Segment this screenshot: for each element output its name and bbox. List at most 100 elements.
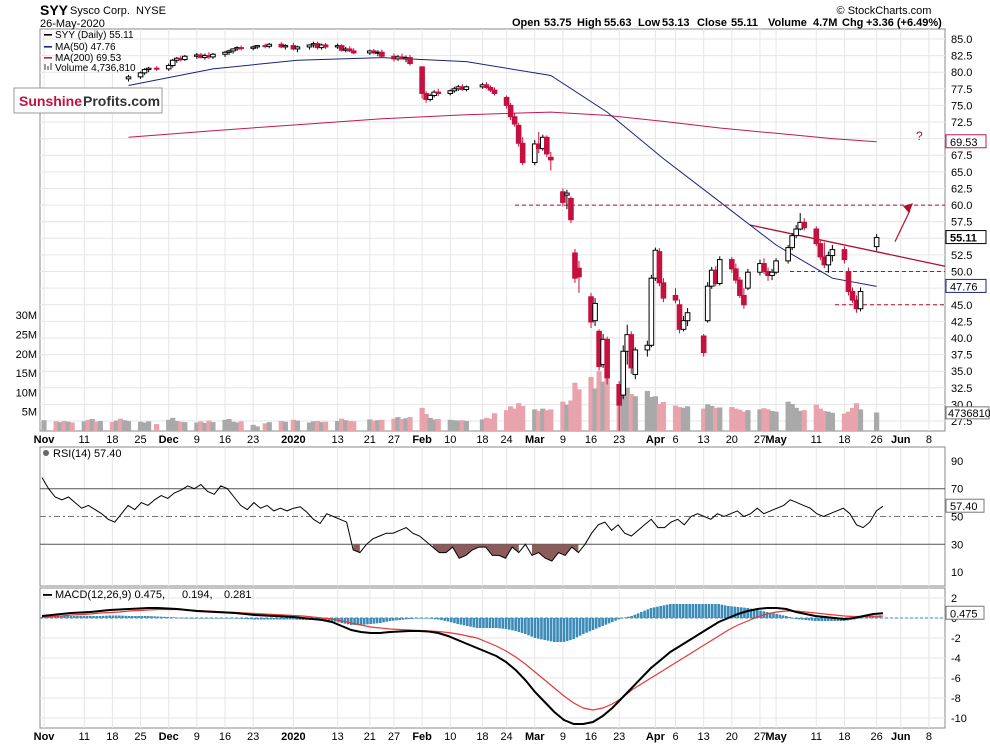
macd-hist-bar [485,618,488,628]
macd-hist-bar [569,618,572,640]
macd-hist-bar [63,616,66,618]
macd-hist-bar [404,618,408,620]
candle-body [560,191,566,203]
macd-hist-bar [556,618,559,642]
x-tick-label: 13 [332,434,344,446]
volume-bar [61,420,67,431]
x-tick-label: Jun [891,731,911,743]
candle-body [515,124,522,144]
x-tick-label: 18 [476,731,488,743]
macd-hist-bar [572,618,575,639]
candle-body [845,271,852,292]
macd-hist-bar [449,618,453,623]
volume-bar [717,407,723,431]
macd-hist-bar [92,616,95,618]
x-tick-label: 13 [698,434,710,446]
macd-hist-bar [491,618,495,628]
volume-bar [463,420,469,431]
volume-bar [604,373,610,431]
volume-bar [202,422,208,431]
macd-hist-bar [575,618,579,638]
volume-bar [624,387,630,431]
candle-body [254,45,260,48]
x-tick-label: 9 [194,434,200,446]
volume-bar [508,406,514,431]
macd-hist-bar [817,618,820,621]
volume-bar [57,422,63,431]
volume-bar [125,420,132,431]
volume-bar [825,411,831,431]
candle-body [700,335,707,354]
macd-hist-bar [66,616,70,618]
legend-ma50: MA(50) 47.76 [55,42,116,53]
macd-hist-bar [530,618,534,637]
volume-bar [568,400,574,431]
candle-body [226,50,232,53]
volume-bar [322,421,329,431]
volume-bar [238,421,244,431]
candle-body [338,45,345,51]
macd-tick-label: -2 [951,633,961,645]
x-tick-label: 18 [838,731,850,743]
volume-value: 4.7M [813,17,837,29]
macd-hist-bar [611,618,614,622]
volume-bar [314,420,321,431]
volume-bar [423,414,429,431]
candle-body [266,43,273,47]
x-tick-label: 25 [134,434,146,446]
macd-hist-bar [772,613,775,618]
volume-bar [660,402,667,431]
volume-bar [290,419,296,431]
macd-hist-bar [256,618,260,620]
macd-hist-bar [217,618,221,619]
x-tick-label: 20 [726,434,738,446]
macd-hist-bar [875,615,878,618]
macd-label: MACD(12,26,9) 0.475, [55,589,165,601]
macd-hist-bar [395,618,398,621]
x-tick-label: May [765,731,787,743]
macd-hist-bar [704,604,708,618]
volume-bar [849,407,856,431]
candle-body [519,142,526,164]
price-tag-close [945,230,987,245]
volume-bar [81,421,87,431]
macd-hist-bar [781,615,785,618]
candle-body [841,249,848,261]
macd-hist-bar [279,618,282,620]
macd-hist-bar [362,618,366,625]
macd-hist-bar [108,615,111,618]
macd-hist-bar [665,604,669,618]
macd-hist-bar [688,604,691,618]
macd-hist-bar [746,608,749,618]
x-tick-label: 23 [613,434,625,446]
price-tick-label: 45.0 [951,300,972,312]
candle-body [672,294,679,301]
macd-hist-bar [546,618,550,641]
candle-body [604,338,610,379]
macd-hist-bar [578,618,582,636]
candle-body [169,59,176,67]
volume-bar [399,419,405,431]
macd-hist-bar [482,618,485,628]
macd-hist-bar [710,604,714,618]
price-tick-label: 77.5 [951,84,972,96]
x-tick-label: 26 [870,434,882,446]
macd-tick-label: 2 [951,593,957,605]
volume-bar [857,409,864,431]
volume-bar [455,420,461,431]
macd-hist-bar [559,618,563,642]
volume-bar [210,422,216,431]
macd-hist-bar [830,618,833,621]
macd-hist-bar [723,605,727,618]
candle-body [294,46,301,50]
macd-hist-bar [121,615,124,618]
candle-body [282,45,289,48]
volume-bar [761,408,767,431]
candle-body [407,57,413,65]
volume-bar [97,420,103,431]
macd-hist-bar [720,604,724,618]
chg-value: +3.36 (+6.49%) [866,17,942,29]
volume-bar [544,410,550,431]
macd-hist-bar [678,604,682,618]
